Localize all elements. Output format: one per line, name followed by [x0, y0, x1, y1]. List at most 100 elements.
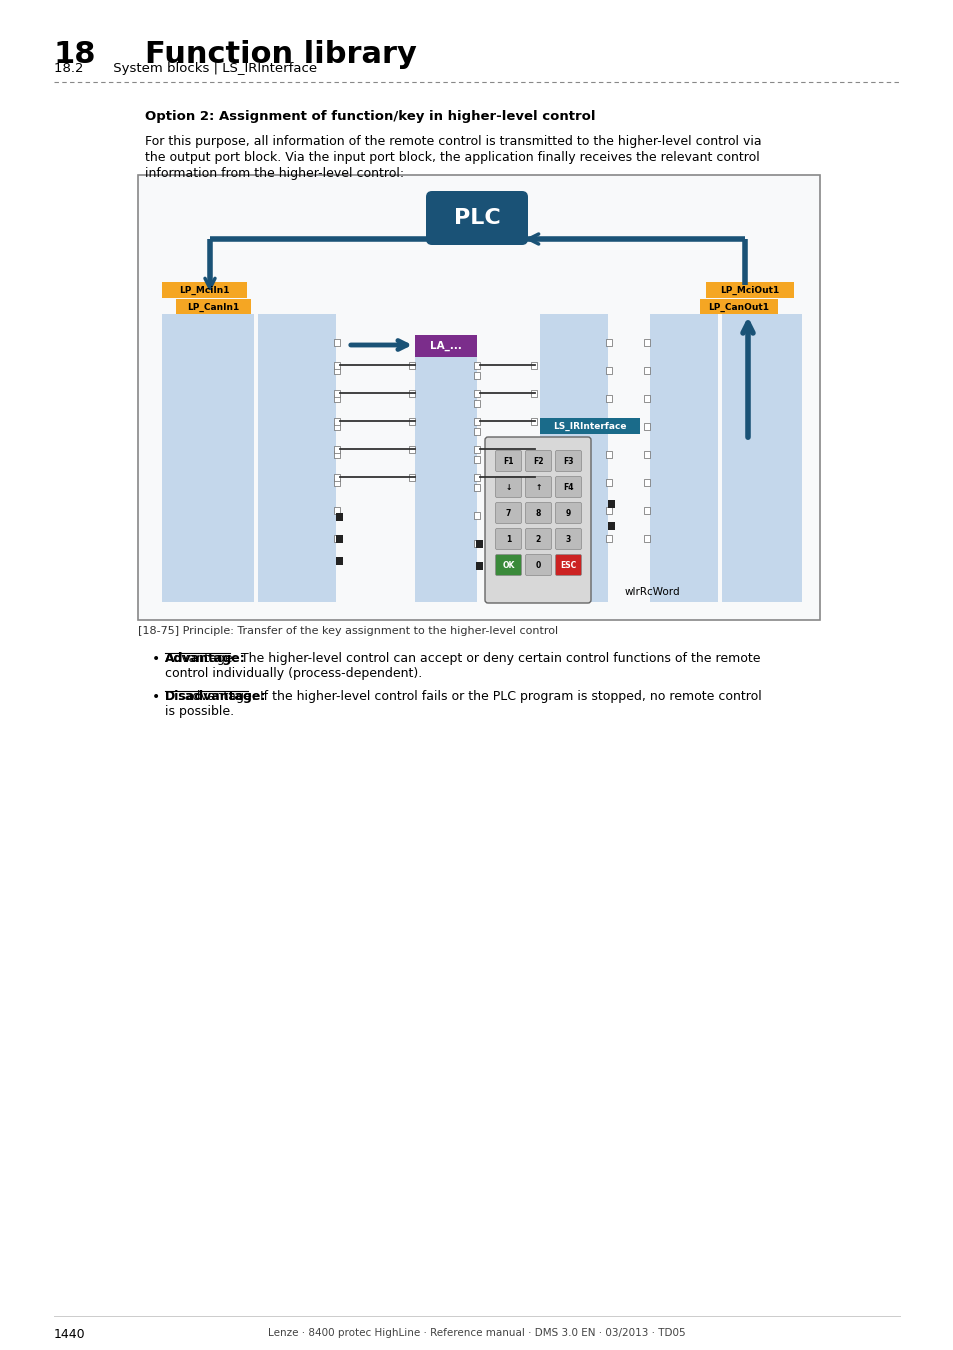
FancyBboxPatch shape	[495, 477, 521, 498]
Bar	[334, 474, 339, 481]
Bar	[605, 396, 612, 402]
Text: LP_MciIn1: LP_MciIn1	[178, 285, 229, 294]
FancyBboxPatch shape	[555, 555, 581, 575]
Text: is possible.: is possible.	[165, 705, 233, 718]
Text: 1440: 1440	[54, 1328, 86, 1341]
Text: Advantage:: Advantage:	[165, 652, 246, 666]
Bar	[474, 512, 479, 518]
Text: 0: 0	[536, 560, 540, 570]
Bar	[700, 298, 778, 315]
FancyBboxPatch shape	[495, 451, 521, 471]
Bar	[643, 535, 649, 541]
Text: PLC: PLC	[453, 208, 500, 228]
FancyBboxPatch shape	[555, 528, 581, 549]
Bar	[605, 479, 612, 486]
FancyBboxPatch shape	[525, 555, 551, 575]
Text: 8: 8	[536, 509, 540, 517]
FancyBboxPatch shape	[555, 451, 581, 471]
FancyBboxPatch shape	[484, 437, 590, 603]
Bar	[605, 451, 612, 458]
Text: the output port block. Via the input port block, the application finally receive: the output port block. Via the input por…	[145, 151, 759, 163]
FancyBboxPatch shape	[525, 477, 551, 498]
Text: Advantage: The higher-level control can accept or deny certain control functions: Advantage: The higher-level control can …	[165, 652, 760, 666]
Text: Option 2: Assignment of function/key in higher-level control: Option 2: Assignment of function/key in …	[145, 109, 595, 123]
Bar	[334, 508, 339, 514]
Text: wIrRcWord: wIrRcWord	[624, 587, 679, 597]
Bar	[643, 479, 649, 486]
Bar	[334, 417, 339, 424]
Bar	[705, 282, 793, 298]
Text: LS_IRInterface: LS_IRInterface	[553, 421, 626, 431]
Text: 18: 18	[54, 40, 96, 69]
Bar	[531, 362, 537, 369]
Bar	[474, 446, 479, 452]
Bar	[415, 335, 476, 356]
Bar	[607, 522, 615, 531]
Bar	[474, 485, 479, 491]
Bar	[721, 315, 801, 602]
Bar	[334, 423, 339, 431]
Bar	[415, 356, 476, 602]
FancyBboxPatch shape	[555, 477, 581, 498]
Text: information from the higher-level control:: information from the higher-level contro…	[145, 167, 404, 180]
Text: Disadvantage:: Disadvantage:	[165, 690, 266, 703]
FancyBboxPatch shape	[525, 502, 551, 524]
Bar	[409, 446, 415, 452]
Bar	[334, 367, 339, 374]
Bar	[531, 417, 537, 424]
Text: 18.2       System blocks | LS_IRInterface: 18.2 System blocks | LS_IRInterface	[54, 62, 316, 76]
Text: F2: F2	[533, 456, 543, 466]
Bar	[409, 390, 415, 397]
FancyBboxPatch shape	[555, 502, 581, 524]
Text: LP_CanIn1: LP_CanIn1	[187, 302, 239, 312]
Text: control individually (process-dependent).: control individually (process-dependent)…	[165, 667, 422, 680]
Bar	[474, 428, 479, 435]
Text: LA_...: LA_...	[430, 340, 461, 351]
Text: F4: F4	[562, 482, 573, 491]
Text: LP_CanOut1: LP_CanOut1	[708, 302, 769, 312]
Bar	[474, 456, 479, 463]
Text: 3: 3	[565, 535, 571, 544]
Text: 2: 2	[536, 535, 540, 544]
Bar	[409, 362, 415, 369]
Bar	[531, 390, 537, 397]
Bar	[162, 282, 247, 298]
Bar	[605, 367, 612, 374]
Bar	[643, 508, 649, 514]
Text: ESC: ESC	[559, 560, 576, 570]
Text: LP_MciOut1: LP_MciOut1	[720, 285, 779, 294]
Bar	[474, 400, 479, 406]
Text: •: •	[152, 690, 160, 703]
Bar	[476, 562, 482, 570]
Bar	[409, 474, 415, 481]
Bar	[334, 362, 339, 369]
Bar	[476, 540, 482, 548]
Text: F3: F3	[562, 456, 573, 466]
Bar	[334, 479, 339, 486]
Text: For this purpose, all information of the remote control is transmitted to the hi: For this purpose, all information of the…	[145, 135, 760, 148]
Bar	[605, 535, 612, 541]
Bar	[335, 535, 343, 543]
Bar	[334, 396, 339, 402]
Text: [18-75] Principle: Transfer of the key assignment to the higher-level control: [18-75] Principle: Transfer of the key a…	[138, 626, 558, 636]
Bar	[334, 446, 339, 452]
Bar	[334, 451, 339, 458]
Text: ↑: ↑	[535, 482, 541, 491]
FancyBboxPatch shape	[426, 190, 527, 244]
Bar	[643, 396, 649, 402]
FancyBboxPatch shape	[495, 502, 521, 524]
Bar	[409, 417, 415, 424]
Bar	[162, 315, 253, 602]
Text: Function library: Function library	[145, 40, 416, 69]
Bar	[605, 423, 612, 431]
Bar	[649, 315, 718, 602]
Bar	[474, 390, 479, 397]
Text: Lenze · 8400 protec HighLine · Reference manual · DMS 3.0 EN · 03/2013 · TD05: Lenze · 8400 protec HighLine · Reference…	[268, 1328, 685, 1338]
Bar	[643, 339, 649, 346]
Text: ↓: ↓	[505, 482, 511, 491]
Bar	[474, 474, 479, 481]
FancyBboxPatch shape	[525, 451, 551, 471]
Bar	[607, 500, 615, 508]
Bar	[605, 508, 612, 514]
Bar	[257, 315, 335, 602]
